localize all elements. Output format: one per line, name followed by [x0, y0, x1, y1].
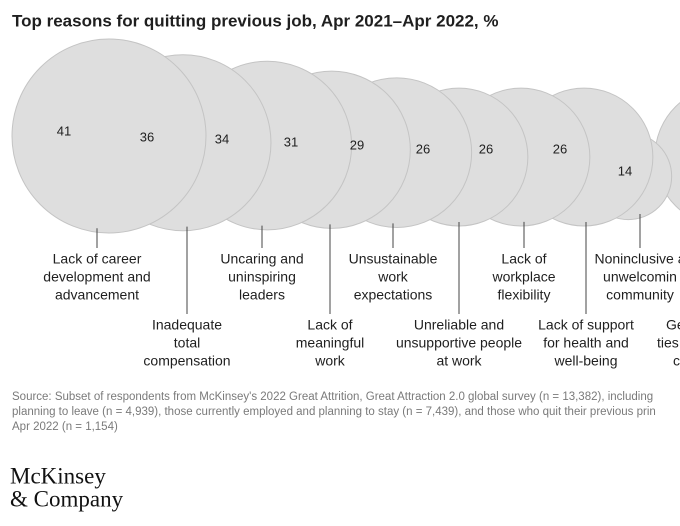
category-label: meaningful [296, 335, 365, 351]
category-label: work [377, 269, 409, 285]
category-label: expectations [354, 287, 433, 303]
category-label: Lack of [307, 317, 352, 333]
labels: Lack of career development and advancement… [43, 213, 680, 369]
category-label: community [606, 287, 674, 303]
bubble-value: 29 [350, 137, 364, 152]
logo: & Company [10, 486, 124, 511]
bubble [11, 38, 207, 234]
category-label: total [174, 335, 200, 351]
category-label: workplace [491, 269, 555, 285]
category-label: Lack of [501, 251, 546, 267]
category-label: development and [43, 269, 150, 285]
category-label: Unreliable and [414, 317, 504, 333]
category-label: well-being [553, 353, 617, 369]
bubbles: 41 36 34 31 29 26 26 26 14 [11, 38, 680, 234]
category-label: Inadequate [152, 317, 222, 333]
source-line: Source: Subset of respondents from McKin… [12, 391, 653, 403]
source-line: Apr 2022 (n = 1,154) [12, 421, 118, 433]
category-label: Unsustainable [349, 251, 438, 267]
category-label: compensation [143, 353, 230, 369]
category-label: flexibility [498, 287, 551, 303]
category-label: ties [657, 335, 679, 351]
bubble-value: 41 [57, 123, 71, 138]
category-label: Ge [666, 317, 680, 333]
category-label: work [314, 353, 346, 369]
bubble-value: 26 [416, 141, 430, 156]
bubble-value: 31 [284, 134, 298, 149]
category-label: Noninclusive a [594, 251, 680, 267]
bubble-value: 14 [618, 163, 632, 178]
category-label: Uncaring and [220, 251, 303, 267]
source-line: planning to leave (n = 4,939), those cur… [12, 406, 656, 418]
category-label: for health and [543, 335, 629, 351]
category-label: at work [436, 353, 482, 369]
category-label: advancement [55, 287, 139, 303]
category-label: uninspiring [228, 269, 296, 285]
bubble-value: 34 [215, 131, 229, 146]
category-label: unwelcomin [603, 269, 677, 285]
bubble-value: 26 [553, 141, 567, 156]
logo: McKinsey [10, 463, 106, 488]
category-label: unsupportive people [396, 335, 522, 351]
category-label: leaders [239, 287, 285, 303]
category-label: Lack of support [538, 317, 634, 333]
category-label: c [673, 353, 680, 369]
category-label: Lack of career [53, 251, 142, 267]
bubble-value: 26 [479, 141, 493, 156]
bubble-value: 36 [140, 129, 154, 144]
chart-title: Top reasons for quitting previous job, A… [12, 11, 499, 30]
